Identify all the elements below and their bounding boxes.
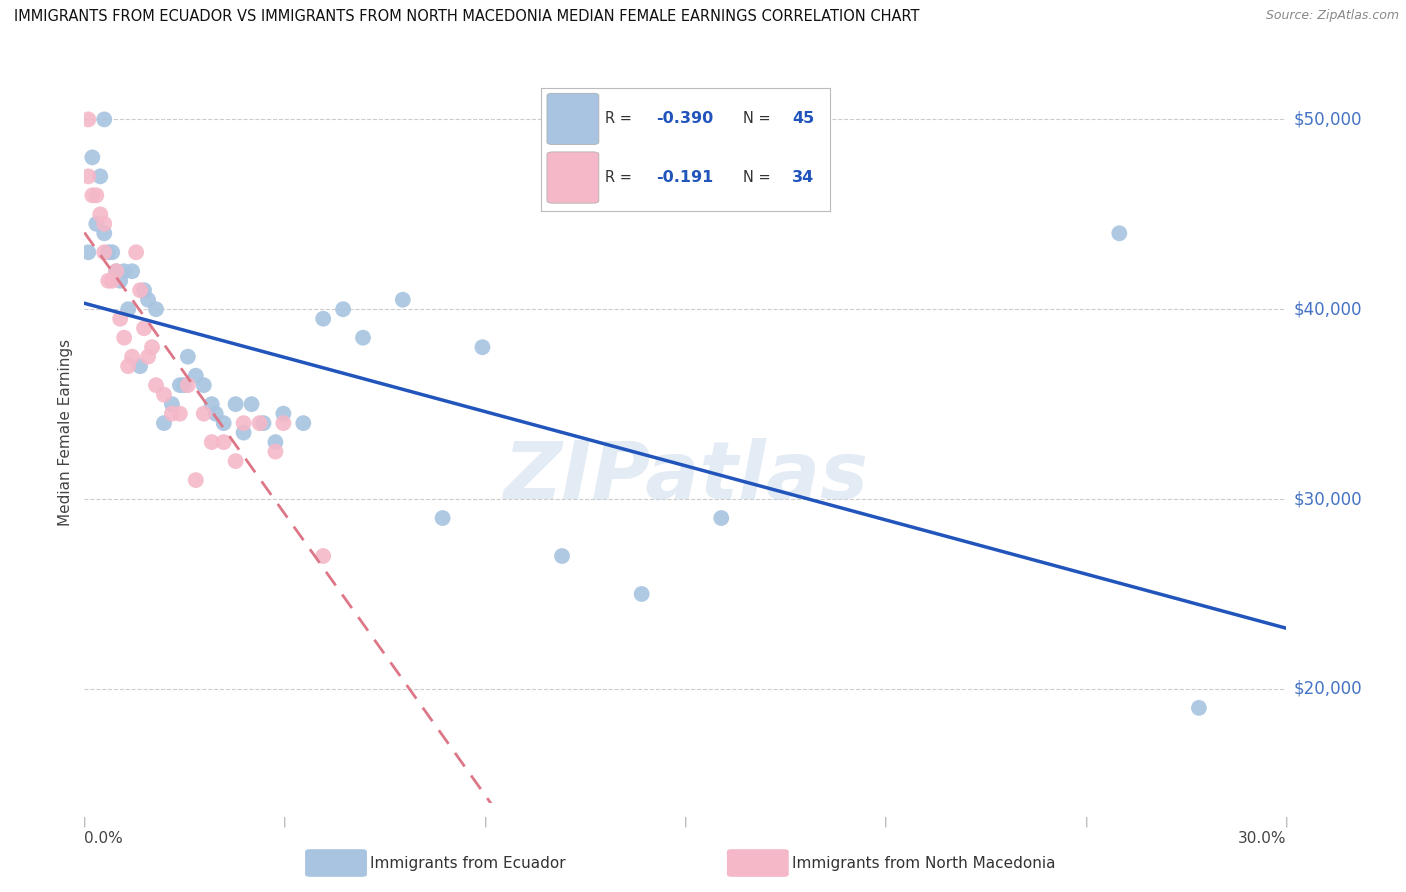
Text: $30,000: $30,000 (1294, 490, 1362, 508)
Point (1188, 701, 1211, 715)
Point (112, 264, 135, 278)
Point (117, 359, 139, 374)
Text: $20,000: $20,000 (1294, 680, 1362, 698)
Point (391, 293, 413, 307)
Point (89, 169, 111, 184)
Point (273, 407, 295, 421)
Text: |: | (83, 816, 86, 827)
Point (97, 274, 120, 288)
Point (471, 340, 494, 354)
Text: |: | (884, 816, 887, 827)
Y-axis label: Median Female Earnings: Median Female Earnings (58, 339, 73, 526)
Point (184, 473, 207, 487)
Point (121, 264, 143, 278)
Text: |: | (1084, 816, 1088, 827)
Point (232, 416, 254, 430)
Point (105, 264, 128, 278)
Text: IMMIGRANTS FROM ECUADOR VS IMMIGRANTS FROM NORTH MACEDONIA MEDIAN FEMALE EARNING: IMMIGRANTS FROM ECUADOR VS IMMIGRANTS FR… (14, 9, 920, 24)
Point (132, 321, 155, 335)
Point (153, 416, 176, 430)
Point (169, 407, 191, 421)
Point (201, 397, 224, 411)
Point (101, 245, 124, 260)
Text: ZIPatlas: ZIPatlas (503, 438, 868, 516)
Point (352, 331, 374, 345)
Text: $50,000: $50,000 (1294, 111, 1362, 128)
Point (121, 350, 143, 364)
Text: |: | (484, 816, 486, 827)
Point (193, 378, 215, 392)
Point (136, 350, 159, 364)
Point (160, 397, 183, 411)
Point (160, 407, 183, 421)
Point (129, 283, 152, 297)
Point (145, 302, 167, 317)
Text: |: | (1285, 816, 1288, 827)
Point (82, 188, 104, 202)
Point (93, 217, 115, 231)
Text: 0.0%: 0.0% (84, 831, 124, 846)
Point (332, 302, 354, 317)
Point (93, 227, 115, 241)
Point (204, 407, 226, 421)
Point (212, 416, 235, 430)
Point (97, 245, 120, 260)
Point (136, 293, 159, 307)
Point (101, 274, 124, 288)
Point (225, 397, 247, 411)
Point (77, 112, 100, 127)
Point (84, 188, 107, 202)
Point (212, 435, 235, 450)
Text: |: | (683, 816, 688, 827)
Point (292, 416, 315, 430)
Point (551, 549, 574, 563)
Point (125, 245, 148, 260)
Point (141, 340, 163, 354)
Point (225, 454, 247, 468)
Point (1108, 227, 1130, 241)
Point (105, 264, 128, 278)
Point (89, 207, 111, 221)
Point (264, 435, 287, 450)
Point (117, 302, 139, 317)
Point (264, 444, 287, 458)
Text: $40,000: $40,000 (1294, 301, 1362, 318)
Point (312, 549, 335, 563)
Point (145, 378, 167, 392)
Point (252, 416, 274, 430)
Point (112, 331, 135, 345)
Text: Immigrants from North Macedonia: Immigrants from North Macedonia (792, 856, 1054, 871)
Point (201, 435, 224, 450)
Point (77, 169, 100, 184)
Point (84, 217, 107, 231)
Point (249, 416, 271, 430)
Point (153, 387, 176, 401)
Point (93, 112, 115, 127)
Point (177, 350, 200, 364)
Point (273, 416, 295, 430)
Point (432, 511, 454, 525)
Point (77, 245, 100, 260)
Point (108, 311, 131, 326)
Text: |: | (283, 816, 287, 827)
Point (232, 425, 254, 440)
Point (312, 311, 335, 326)
Text: Immigrants from Ecuador: Immigrants from Ecuador (370, 856, 565, 871)
Point (177, 378, 200, 392)
Point (193, 407, 215, 421)
Point (173, 378, 195, 392)
Text: Source: ZipAtlas.com: Source: ZipAtlas.com (1265, 9, 1399, 22)
Point (82, 150, 104, 164)
Point (710, 511, 733, 525)
Point (108, 274, 131, 288)
Point (630, 587, 652, 601)
Point (132, 283, 155, 297)
Point (93, 245, 115, 260)
Point (240, 397, 263, 411)
Point (129, 359, 152, 374)
Point (184, 368, 207, 383)
Text: 30.0%: 30.0% (1239, 831, 1286, 846)
Point (169, 378, 191, 392)
